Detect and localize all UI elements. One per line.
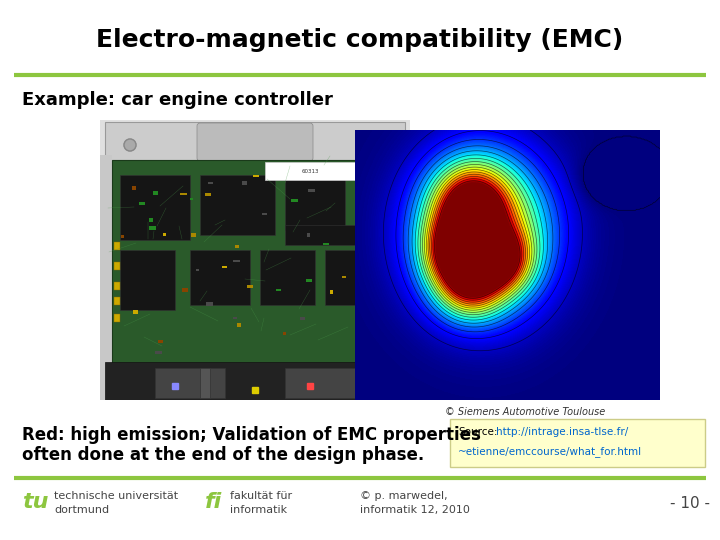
Bar <box>196 269 199 271</box>
Text: - 10 -: - 10 - <box>670 496 710 510</box>
Bar <box>112 160 398 365</box>
Bar <box>325 250 380 305</box>
Bar <box>155 368 225 398</box>
Bar <box>285 368 355 398</box>
Bar <box>367 268 374 272</box>
Bar <box>247 285 253 288</box>
Text: often done at the end of the design phase.: often done at the end of the design phas… <box>22 446 424 464</box>
Bar <box>180 193 187 195</box>
Text: informatik 12, 2010: informatik 12, 2010 <box>360 505 470 515</box>
Bar <box>260 250 315 305</box>
Text: technische universität: technische universität <box>54 491 178 501</box>
Bar <box>149 226 156 230</box>
Bar <box>285 225 390 245</box>
Text: http://intrage.insa-tlse.fr/: http://intrage.insa-tlse.fr/ <box>496 427 629 437</box>
Bar <box>242 181 247 185</box>
Bar <box>100 155 112 400</box>
Bar <box>342 276 346 278</box>
Bar <box>283 332 286 335</box>
Bar <box>342 173 346 175</box>
Bar <box>323 243 329 245</box>
Bar <box>205 193 211 196</box>
Text: Red: high emission; Validation of EMC properties: Red: high emission; Validation of EMC pr… <box>22 426 481 444</box>
Bar <box>308 189 315 192</box>
Bar <box>182 288 188 292</box>
Text: informatik: informatik <box>230 505 287 515</box>
Bar <box>191 233 196 237</box>
Bar <box>153 191 158 195</box>
Bar <box>398 155 410 400</box>
Bar <box>120 250 175 310</box>
Bar <box>114 262 120 270</box>
Bar <box>120 175 190 240</box>
Bar <box>133 310 138 314</box>
Bar <box>158 340 163 343</box>
Text: © Siemens Automotive Toulouse: © Siemens Automotive Toulouse <box>445 407 605 417</box>
Bar <box>253 175 259 177</box>
Bar <box>200 175 275 235</box>
Text: Source:: Source: <box>458 427 498 437</box>
Bar <box>190 198 193 200</box>
FancyBboxPatch shape <box>197 123 313 161</box>
Circle shape <box>124 139 136 151</box>
Bar <box>105 362 405 400</box>
Bar <box>233 317 237 319</box>
Text: 60313: 60313 <box>301 168 319 173</box>
Bar <box>450 419 705 467</box>
Bar <box>235 245 239 248</box>
Bar <box>114 314 120 322</box>
Text: © p. marwedel,: © p. marwedel, <box>360 491 448 501</box>
Text: Example: car engine controller: Example: car engine controller <box>22 91 333 109</box>
Bar <box>300 317 305 320</box>
Bar <box>105 122 405 160</box>
Bar <box>121 235 124 238</box>
Bar <box>306 279 312 282</box>
Bar <box>190 250 250 305</box>
Bar <box>233 260 240 262</box>
Bar <box>237 323 241 327</box>
Text: fi: fi <box>205 492 222 512</box>
Bar <box>276 289 281 291</box>
Text: ~etienne/emccourse/what_for.html: ~etienne/emccourse/what_for.html <box>458 447 642 457</box>
Bar <box>307 233 310 237</box>
Bar <box>208 182 213 184</box>
Bar <box>200 368 210 398</box>
Bar <box>132 186 136 190</box>
Bar <box>114 242 120 250</box>
Text: Electro-magnetic compatibility (EMC): Electro-magnetic compatibility (EMC) <box>96 28 624 52</box>
Bar <box>163 233 166 236</box>
Bar <box>155 351 162 354</box>
Bar <box>262 213 267 215</box>
Bar <box>363 360 367 362</box>
Text: fakultät für: fakultät für <box>230 491 292 501</box>
Bar <box>222 266 227 268</box>
Bar <box>114 282 120 290</box>
Text: tu: tu <box>22 492 48 512</box>
Bar <box>285 175 345 230</box>
Bar <box>291 199 298 202</box>
Bar <box>139 202 145 205</box>
Bar <box>330 290 333 294</box>
Text: dortmund: dortmund <box>54 505 109 515</box>
Circle shape <box>374 139 386 151</box>
Bar <box>206 302 213 306</box>
Bar <box>114 297 120 305</box>
Bar <box>149 218 153 222</box>
Bar <box>265 162 355 180</box>
